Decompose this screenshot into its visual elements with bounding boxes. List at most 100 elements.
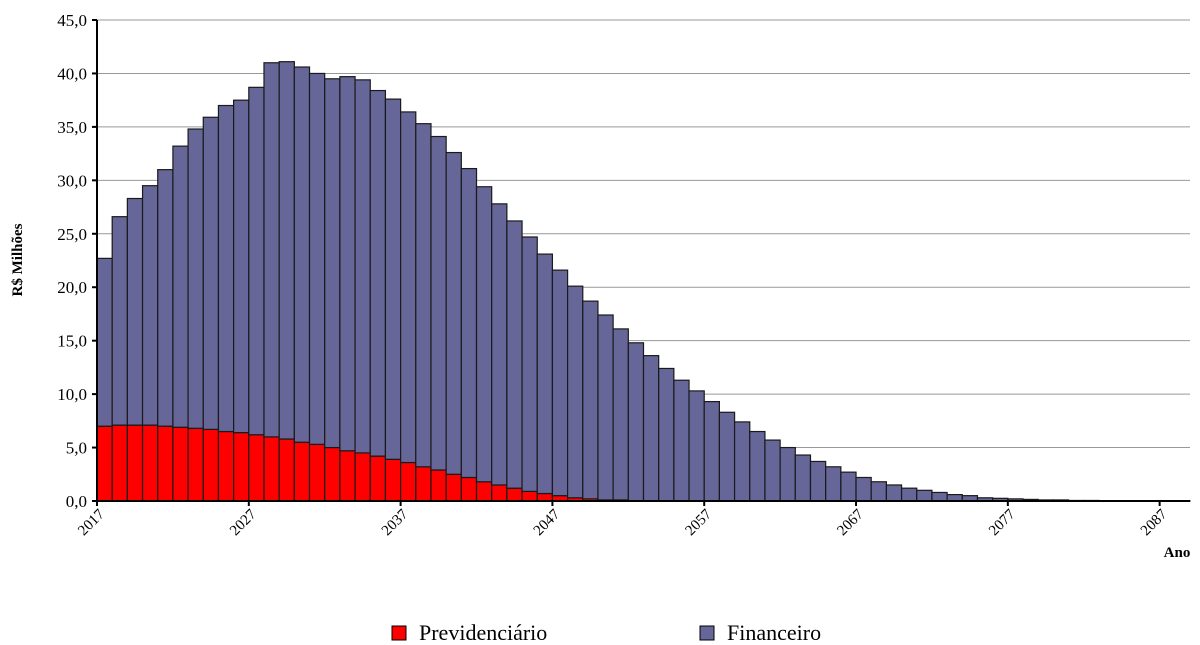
y-tick-label: 5,0 [66, 439, 87, 458]
bar-segment [384, 458, 402, 502]
bar-segment [809, 460, 827, 502]
bar-segment [400, 461, 417, 502]
y-axis-title: R$ Milhões [10, 223, 26, 296]
x-tick-label: 2027 [227, 506, 260, 539]
bar-segment [718, 411, 736, 502]
bar-segment [157, 425, 174, 502]
legend-label: Previdenciário [419, 620, 547, 645]
bar-segment [506, 220, 523, 489]
bar-segment [293, 66, 311, 443]
x-tick-label: 2037 [379, 506, 412, 539]
bar-segment [840, 471, 857, 502]
bar-segment [642, 355, 660, 502]
bar-segment [248, 86, 265, 436]
bar-segment [339, 450, 356, 502]
bar-segment [779, 446, 796, 502]
bar-segment [597, 314, 614, 501]
bar-segment [870, 481, 887, 502]
bar-segment [415, 466, 432, 502]
bar-segment [187, 128, 204, 429]
y-tick-label: 25,0 [57, 225, 87, 244]
bar-segment [369, 455, 387, 502]
bar-segment [703, 400, 721, 502]
bar-segment [308, 443, 326, 502]
y-tick-label: 0,0 [66, 492, 87, 511]
bar-segment [521, 236, 538, 492]
bar-segment [187, 427, 204, 502]
bar-segment [96, 257, 113, 427]
bar-segment [673, 379, 690, 502]
bar-segment [445, 473, 462, 502]
y-tick-label: 30,0 [57, 171, 87, 190]
bar-segment [369, 89, 387, 457]
x-axis-title: Ano [1164, 545, 1191, 561]
legend-label: Financeiro [727, 620, 821, 645]
bar-segment [172, 426, 189, 502]
bar-segment [111, 216, 128, 426]
bar-segment [202, 116, 220, 430]
bar-segment [900, 487, 918, 502]
bar-segment [308, 72, 326, 445]
bar-segment [521, 490, 538, 502]
bar-segment [536, 492, 554, 502]
bar-segment [855, 476, 872, 502]
bar-segment [157, 169, 174, 427]
bar-segment [627, 342, 645, 502]
bar-segment [384, 98, 402, 460]
x-tick-label: 2047 [531, 506, 564, 539]
bar-segment [475, 481, 493, 502]
bar-segment [536, 253, 554, 495]
bar-segment [430, 135, 447, 471]
bar-segment [111, 424, 128, 502]
bar-segment [430, 469, 447, 502]
bar-segment [141, 424, 159, 502]
bar-segment [324, 446, 341, 502]
bar-segment [263, 436, 280, 502]
bar-segment [324, 78, 341, 449]
bar-segment [278, 61, 295, 440]
y-tick-label: 35,0 [57, 118, 87, 137]
bar-segment [293, 441, 311, 502]
bar-segment [339, 76, 356, 452]
bar-segment [658, 367, 675, 502]
bar-segment [354, 79, 371, 454]
bar-segment [141, 185, 159, 426]
bar-segment [612, 328, 629, 501]
bar-segment [733, 421, 751, 502]
bar-segment [278, 438, 295, 502]
bar-segment [885, 484, 903, 502]
bar-segment [551, 269, 569, 497]
bar-segment [688, 390, 705, 502]
bar-segment [794, 454, 812, 502]
bar-segment [354, 452, 371, 502]
bar-segment [96, 425, 113, 502]
y-tick-label: 15,0 [57, 332, 87, 351]
bar-segment [460, 476, 478, 502]
bar-segment [172, 145, 189, 428]
bar-segment [566, 285, 584, 499]
bar-segment [460, 167, 478, 479]
bar-segment [400, 111, 417, 464]
bar-segment [233, 431, 250, 502]
legend-swatch [699, 625, 715, 641]
bar-segment [475, 186, 493, 483]
bar-segment [217, 104, 235, 433]
bar-segment [126, 197, 144, 426]
bar-segment [764, 439, 781, 502]
bar-segment [217, 430, 235, 502]
legend-swatch [391, 625, 407, 641]
bar-segment [582, 300, 599, 500]
bar-segment [126, 424, 144, 502]
bar-segment [931, 491, 948, 502]
bar-segment [491, 203, 508, 486]
bar-segment [202, 428, 220, 502]
bar-segment [415, 123, 432, 468]
bar-segment [491, 484, 508, 502]
x-tick-label: 2017 [75, 506, 108, 539]
y-tick-label: 20,0 [57, 278, 87, 297]
bar-segment [248, 434, 265, 502]
bar-segment [916, 489, 933, 502]
y-tick-label: 10,0 [57, 385, 87, 404]
x-tick-label: 2057 [683, 506, 716, 539]
